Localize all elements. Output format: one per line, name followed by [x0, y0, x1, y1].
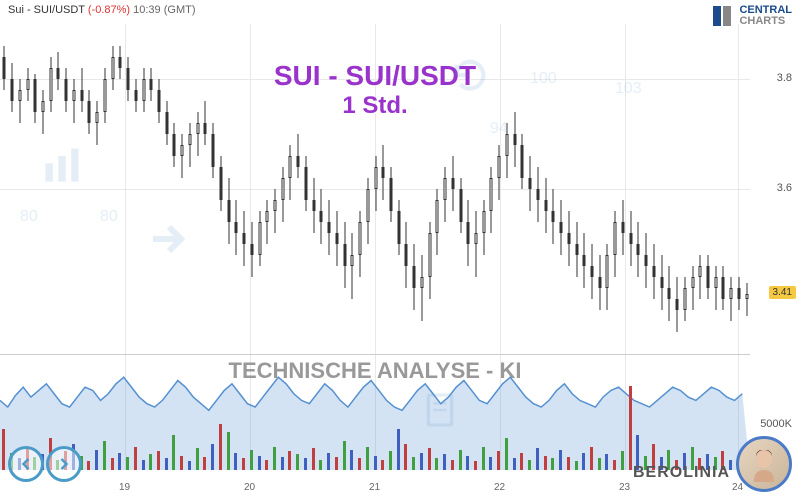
volume-chart[interactable] [0, 354, 750, 470]
chevron-left-icon [16, 454, 36, 474]
watermark-94: 94 [490, 120, 508, 138]
symbol-label: Sui - SUI/USDT [8, 4, 85, 16]
watermark-100: 100 [530, 70, 557, 88]
watermark-chart-icon [40, 145, 84, 189]
nav-buttons [8, 446, 82, 482]
berolinia-label: BEROLINIA [633, 464, 730, 482]
watermark-refresh-icon [450, 55, 490, 95]
current-price-tag: 3.41 [769, 286, 796, 299]
nav-prev-button[interactable] [8, 446, 44, 482]
price-y-axis: 3.8 3.6 3.41 [750, 24, 800, 354]
change-label: (-0.87%) [88, 4, 130, 16]
avatar[interactable] [736, 436, 792, 492]
watermark-arrow-icon [145, 215, 193, 263]
time-label: 10:39 [133, 4, 161, 16]
chevron-right-icon [54, 454, 74, 474]
y-label-36: 3.6 [777, 182, 792, 194]
tz-label: (GMT) [164, 4, 196, 16]
nav-next-button[interactable] [46, 446, 82, 482]
avatar-icon [744, 444, 784, 484]
y-label-38: 3.8 [777, 72, 792, 84]
chart-header: Sui - SUI/USDT (-0.87%) 10:39 (GMT) [8, 4, 195, 16]
watermark-103: 103 [615, 80, 642, 98]
volume-y-label: 5000K [760, 418, 792, 430]
watermark-80a: 80 [20, 208, 38, 226]
watermark-80b: 80 [100, 208, 118, 226]
price-chart[interactable] [0, 24, 750, 354]
x-axis: 192021222324 [0, 482, 750, 496]
